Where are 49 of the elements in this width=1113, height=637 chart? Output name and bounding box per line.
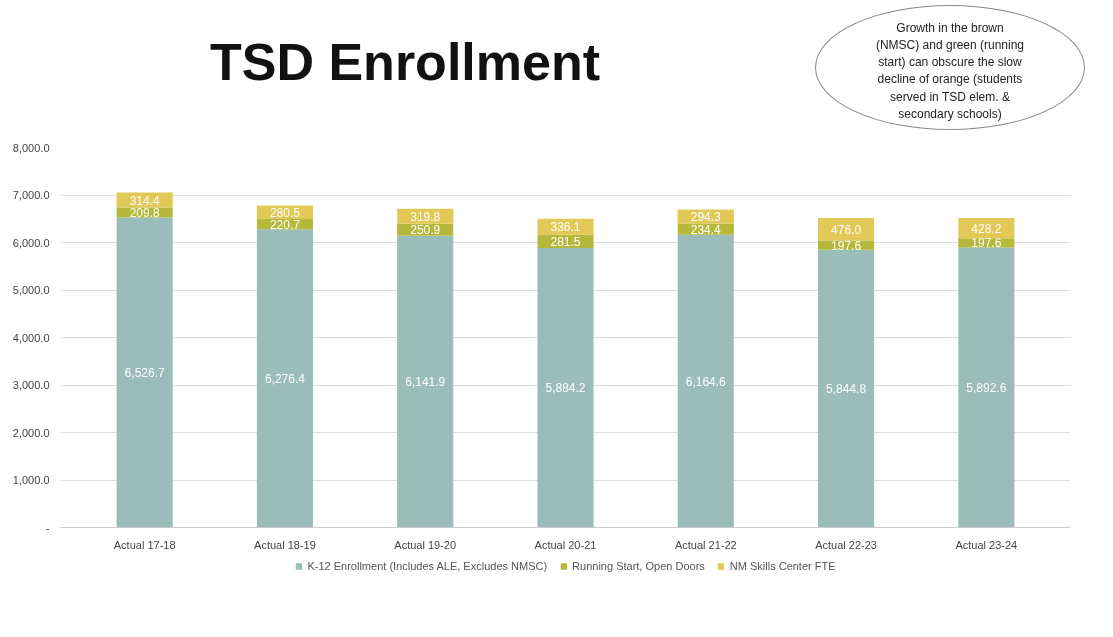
data-label: 314.4 (129, 193, 161, 208)
x-tick-label: Actual 17-18 (113, 538, 176, 551)
bar (818, 249, 875, 528)
data-label: 336.1 (550, 220, 581, 235)
bar (958, 247, 1015, 528)
data-label: 281.5 (550, 234, 581, 249)
bar (537, 248, 594, 528)
x-tick-label: Actual 19-20 (394, 538, 457, 551)
data-label: 476.0 (831, 222, 862, 237)
data-label: 197.6 (831, 238, 862, 253)
text: Growth in the brown (NMSC) and green (running start) can obscure the slow decline of orange (students served in TSD elem. & secondary schools) (875, 20, 1025, 123)
x-tick-label: Actual 18-19 (254, 538, 316, 551)
data-label: 294.3 (690, 210, 722, 225)
data-label: 197.6 (971, 236, 1002, 251)
data-label: 6,526.7 (124, 365, 166, 380)
y-tick-label: 2,000.0 (12, 426, 50, 439)
x-tick-label: Actual 21-22 (674, 538, 737, 551)
data-label: 6,164.6 (685, 374, 727, 389)
y-tick-label: - (45, 521, 50, 534)
data-label: 319.8 (410, 209, 441, 224)
bar (116, 217, 173, 528)
y-tick-label: 5,000.0 (12, 284, 50, 296)
y-tick-label: 4,000.0 (12, 331, 50, 344)
y-tick-label: 6,000.0 (12, 236, 50, 249)
x-tick-label: Actual 22-23 (815, 538, 877, 551)
data-label: 5,884.2 (545, 381, 586, 396)
data-label: 428.2 (971, 221, 1002, 236)
chart-title: TSD Enrollment (209, 32, 601, 93)
data-label: 6,276.4 (264, 371, 306, 386)
data-label: 5,844.8 (826, 382, 867, 397)
x-tick-label: Actual 20-21 (534, 538, 597, 551)
legend-label: NM Skills Center FTE (729, 560, 836, 572)
data-label: 209.8 (129, 206, 161, 220)
legend-label: K-12 Enrollment (Includes ALE, Excludes NMSC) (307, 560, 548, 572)
y-tick-label: 3,000.0 (12, 379, 50, 391)
bar (677, 234, 734, 528)
y-tick-label: 1,000.0 (12, 474, 50, 486)
x-tick-label: Actual 23-24 (955, 538, 1018, 551)
bar (397, 235, 454, 528)
data-label: 250.9 (410, 223, 441, 238)
bar (256, 229, 313, 528)
data-label: 280.5 (269, 205, 301, 220)
data-label: 6,141.9 (405, 375, 446, 390)
data-label: 220.7 (269, 217, 301, 232)
y-tick-label: 8,000.0 (12, 141, 50, 154)
data-label: 234.4 (690, 222, 722, 237)
legend-label: Running Start, Open Doors (572, 560, 705, 572)
data-label: 5,892.6 (966, 381, 1007, 396)
y-tick-label: 7,000.0 (12, 189, 50, 201)
